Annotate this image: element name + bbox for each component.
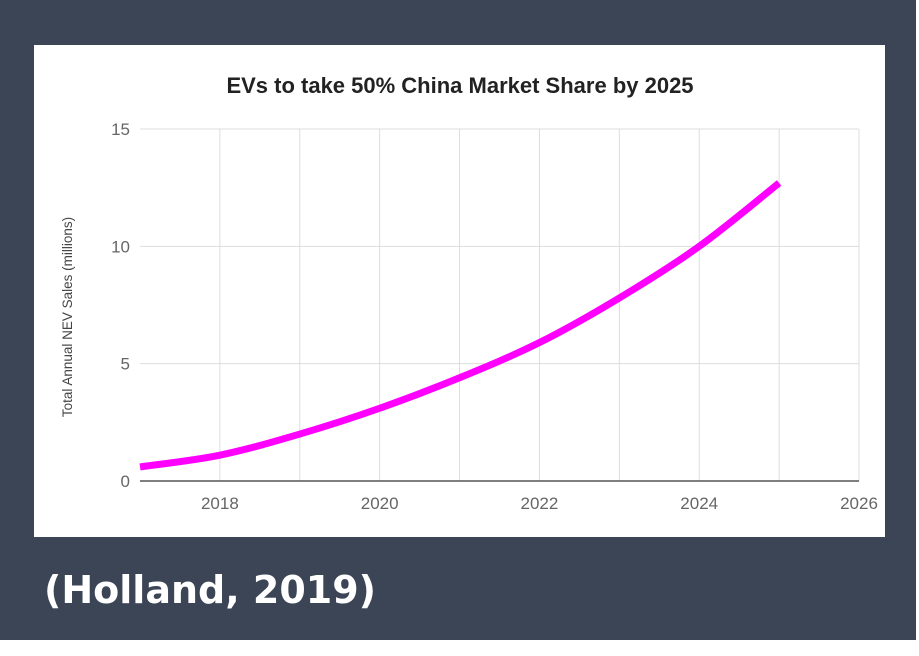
series-layer <box>139 180 782 471</box>
x-tick-label: 2022 <box>521 494 559 513</box>
y-tick-label: 10 <box>111 237 130 256</box>
tick-labels: 0 5 10 15 2018 2020 2022 2024 2026 <box>111 120 878 513</box>
y-tick-label: 15 <box>111 120 130 139</box>
slide-background: EVs to take 50% China Market Share by 20… <box>0 0 916 640</box>
gridlines <box>140 128 860 482</box>
y-tick-label: 0 <box>121 472 130 491</box>
chart-panel: EVs to take 50% China Market Share by 20… <box>34 45 885 537</box>
x-tick-label: 2020 <box>361 494 399 513</box>
y-tick-label: 5 <box>121 355 130 374</box>
citation-text: (Holland, 2019) <box>44 568 377 612</box>
line-chart: EVs to take 50% China Market Share by 20… <box>60 73 878 513</box>
y-axis-label: Total Annual NEV Sales (millions) <box>60 217 75 417</box>
series-line <box>139 180 782 471</box>
x-tick-label: 2018 <box>201 494 239 513</box>
x-tick-label: 2024 <box>680 494 718 513</box>
x-tick-label: 2026 <box>840 494 878 513</box>
chart-title: EVs to take 50% China Market Share by 20… <box>226 73 693 98</box>
